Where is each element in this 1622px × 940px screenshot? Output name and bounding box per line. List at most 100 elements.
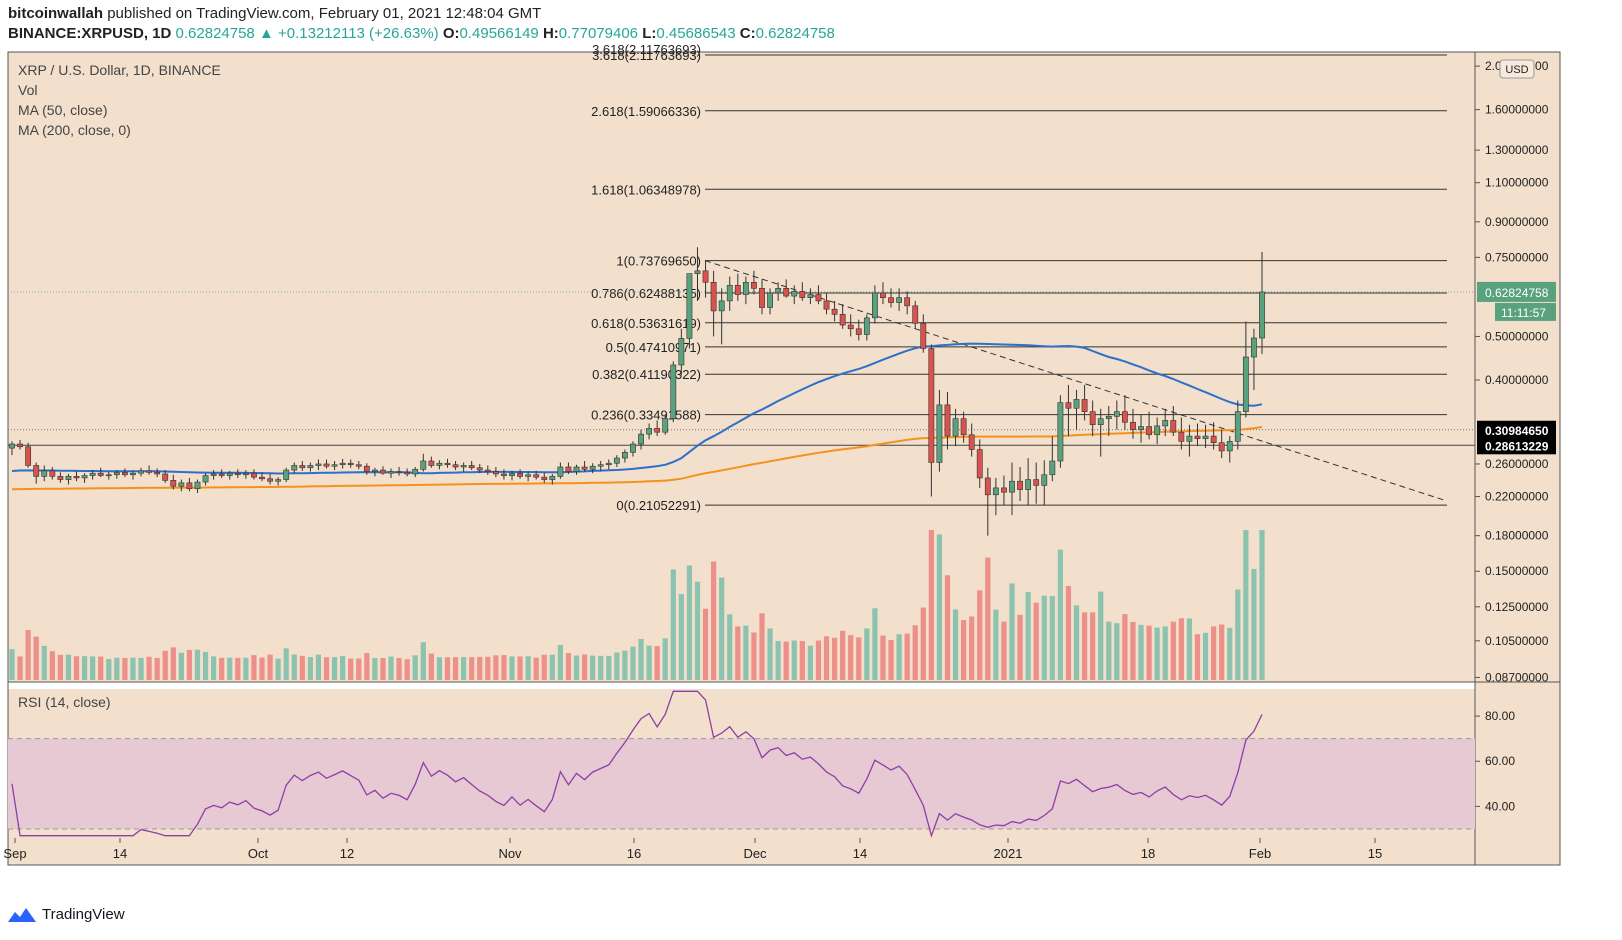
volume-bar: [49, 651, 55, 680]
countdown-tag-label: 11:11:57: [1501, 306, 1546, 320]
volume-bar: [90, 656, 96, 680]
chart-frame: [7, 51, 1561, 866]
volume-bar: [1243, 530, 1249, 680]
volume-bar: [211, 656, 217, 680]
candle-body: [323, 463, 330, 467]
candle-body: [775, 288, 782, 294]
candle-body: [97, 472, 104, 476]
candle-body: [517, 472, 523, 477]
candle-body: [751, 282, 757, 289]
candle-body: [33, 465, 40, 477]
candle-body: [1178, 431, 1185, 442]
volume-bar: [57, 654, 63, 680]
rsi-band: [8, 738, 1475, 829]
author-name[interactable]: bitcoinwallah: [8, 5, 104, 22]
volume-bar: [348, 658, 354, 680]
candle-body: [952, 418, 959, 437]
volume-bar: [1049, 596, 1055, 680]
volume-bar: [1178, 618, 1184, 680]
volume-bar: [1017, 614, 1023, 680]
volume-bar: [904, 633, 910, 680]
volume-bar: [1211, 626, 1217, 680]
up-arrow-icon: ▲: [258, 25, 274, 42]
volume-bar: [9, 649, 15, 680]
time-tick-label: 12: [340, 846, 354, 861]
fib-level-label: 0.618(0.53631619): [591, 316, 701, 331]
legend-rsi: RSI (14, close): [18, 694, 111, 710]
candle-body: [1210, 435, 1217, 443]
candle-body: [686, 273, 693, 339]
volume-bar: [686, 565, 693, 680]
volume-bar: [138, 657, 144, 680]
volume-bar: [33, 636, 39, 680]
tradingview-logo[interactable]: TradingView: [8, 906, 125, 923]
candle-body: [888, 297, 894, 303]
volume-bar: [340, 656, 346, 680]
candle-body: [622, 452, 628, 459]
volume-bar: [1122, 614, 1128, 680]
candle-body: [468, 465, 475, 469]
volume-bar: [493, 655, 499, 680]
volume-bar: [630, 646, 636, 680]
candle-body: [428, 460, 435, 466]
volume-bar: [1106, 621, 1112, 680]
candle-body: [1009, 480, 1015, 493]
volume-bar: [872, 608, 878, 680]
price-tick-label: 0.10500000: [1485, 634, 1549, 648]
rsi-tick-label: 40.00: [1485, 799, 1515, 813]
volume-bar: [694, 581, 701, 680]
candle-body: [936, 404, 943, 463]
volume-bar: [864, 628, 870, 680]
candle-body: [605, 462, 612, 466]
price-tick-label: 0.26000000: [1485, 457, 1549, 471]
candle-body: [146, 470, 152, 473]
candle-body: [89, 472, 96, 476]
volume-bar: [436, 657, 443, 680]
time-tick-label: Dec: [743, 846, 767, 861]
candle-body: [73, 476, 80, 479]
fib-level-label: 0(0.21052291): [616, 498, 701, 513]
candle-body: [944, 404, 951, 437]
time-tick-label: 18: [1141, 846, 1155, 861]
candle-body: [638, 433, 644, 445]
price-tick-label: 1.30000000: [1485, 143, 1549, 157]
close-label: C:: [739, 25, 756, 42]
volume-bar: [315, 654, 322, 680]
candle-body: [388, 471, 394, 474]
candle-body: [65, 476, 72, 480]
volume-bar: [1065, 585, 1072, 680]
volume-bar: [1259, 530, 1265, 680]
time-tick-label: Sep: [3, 846, 26, 861]
candle-body: [1259, 291, 1265, 339]
candle-body: [702, 270, 709, 283]
fib-level-label: 0.236(0.33491588): [591, 408, 701, 423]
brand-name: TradingView: [42, 906, 125, 923]
candle-body: [339, 462, 346, 466]
candle-body: [920, 322, 927, 349]
marker-price-tag-label: 0.30984650: [1485, 424, 1549, 438]
volume-bar: [428, 653, 434, 680]
time-tick-label: 15: [1368, 846, 1382, 861]
volume-bar: [186, 649, 193, 680]
volume-bar: [364, 652, 370, 680]
candle-body: [452, 464, 459, 468]
time-tick-label: Feb: [1249, 846, 1271, 861]
candle-body: [1130, 421, 1136, 430]
volume-bar: [501, 655, 507, 680]
candle-body: [1105, 415, 1112, 419]
candle-body: [718, 300, 725, 312]
fib-level-label: 1.618(1.06348978): [591, 182, 701, 197]
candle-body: [162, 473, 169, 481]
candle-body: [25, 446, 32, 466]
volume-bar: [356, 658, 362, 680]
volume-bar: [323, 657, 330, 680]
fib-level-label: 3.618(2.11763693): [592, 48, 701, 63]
candle-body: [597, 464, 604, 467]
candle-body: [839, 314, 846, 326]
volume-bar: [1138, 624, 1144, 680]
candle-body: [234, 472, 241, 476]
volume-bar: [25, 630, 31, 680]
volume-bar: [307, 657, 313, 680]
candle-body: [646, 428, 652, 435]
